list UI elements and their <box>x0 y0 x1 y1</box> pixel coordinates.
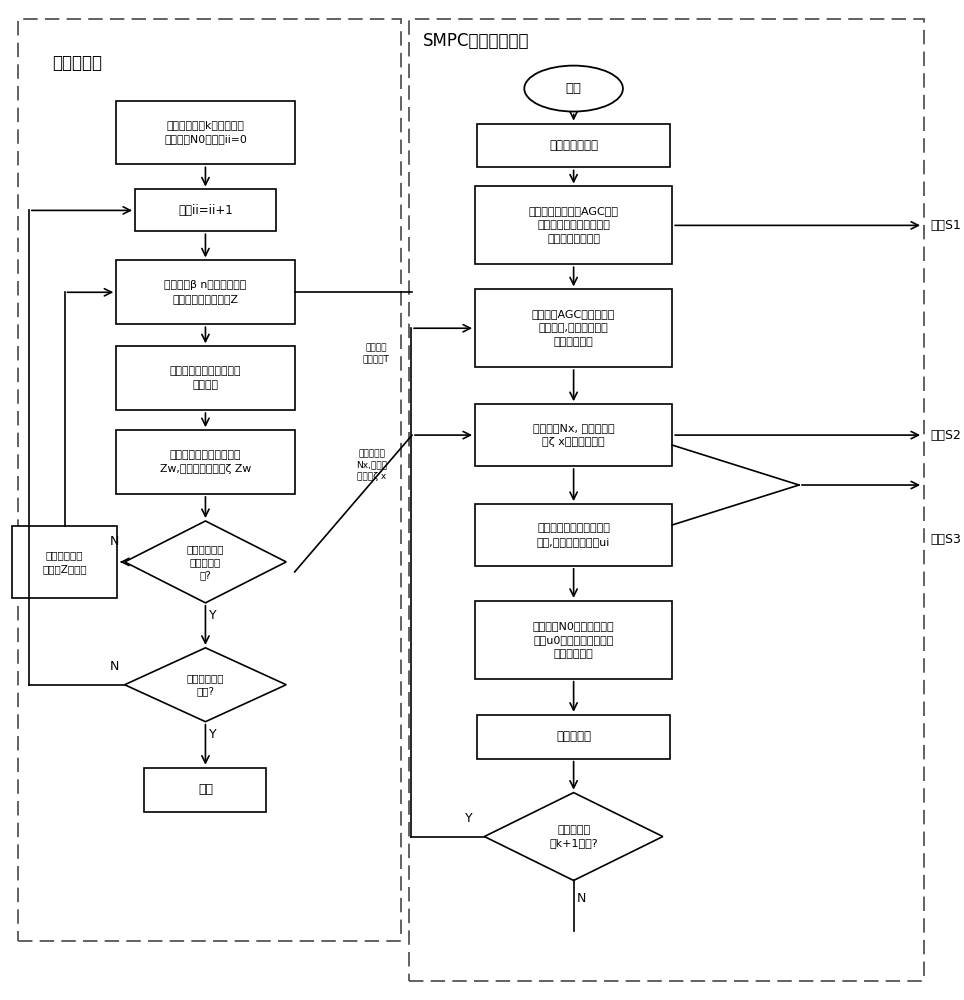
Text: 根据火电机组响应AGC指令
的历史数据建立混合储能
未来需求功率模型: 根据火电机组响应AGC指令 的历史数据建立混合储能 未来需求功率模型 <box>528 206 619 244</box>
Text: 根据阈值β n及当前功率需
求得到候选节点集合Z: 根据阈值β n及当前功率需 求得到候选节点集合Z <box>164 280 247 304</box>
Text: Y: Y <box>209 728 217 741</box>
FancyBboxPatch shape <box>477 715 670 759</box>
Ellipse shape <box>524 66 623 112</box>
Text: 选择节点Nx, 计算节点概
率ζ x并生成场景树: 选择节点Nx, 计算节点概 率ζ x并生成场景树 <box>533 423 614 447</box>
Text: SMPC能量管理策略: SMPC能量管理策略 <box>423 32 530 50</box>
FancyBboxPatch shape <box>117 260 295 324</box>
FancyBboxPatch shape <box>475 186 672 264</box>
Text: 结束: 结束 <box>198 783 213 796</box>
Text: 开始: 开始 <box>566 82 581 95</box>
Text: 节点ii=ii+1: 节点ii=ii+1 <box>178 204 233 217</box>
Text: 场景树生成: 场景树生成 <box>52 54 102 72</box>
FancyBboxPatch shape <box>117 101 295 164</box>
Text: N: N <box>110 660 119 673</box>
Text: 未来需求
功率模型T: 未来需求 功率模型T <box>362 343 389 363</box>
Text: 场景树节点
Nx,以及节
点概率ζ x: 场景树节点 Nx,以及节 点概率ζ x <box>356 449 388 481</box>
Text: 由随机分布函数得到节点
Zw,并计算节点概率ζ Zw: 由随机分布函数得到节点 Zw,并计算节点概率ζ Zw <box>160 450 251 474</box>
FancyBboxPatch shape <box>475 289 672 367</box>
Text: 步骤S3: 步骤S3 <box>930 533 961 546</box>
Text: 将选择的节点
从集合Z中除去: 将选择的节点 从集合Z中除去 <box>42 550 87 574</box>
Text: 重新计算候选节点权重及
累加权重: 重新计算候选节点权重及 累加权重 <box>170 366 241 390</box>
Polygon shape <box>124 521 286 603</box>
Text: 初始化系统参数: 初始化系统参数 <box>549 139 598 152</box>
FancyBboxPatch shape <box>475 601 672 679</box>
Bar <box>410 19 924 981</box>
FancyBboxPatch shape <box>145 768 266 812</box>
FancyBboxPatch shape <box>117 430 295 494</box>
FancyBboxPatch shape <box>117 346 295 410</box>
FancyBboxPatch shape <box>135 189 276 231</box>
Text: Y: Y <box>209 609 217 622</box>
Text: 所有节点选择
完毕?: 所有节点选择 完毕? <box>187 673 225 696</box>
Text: N: N <box>110 535 119 548</box>
Text: N: N <box>576 892 586 905</box>
Text: Y: Y <box>465 812 472 825</box>
Text: 与根节点N0相关联的决策
向量u0作为混合储能输入
进行功率补偿: 与根节点N0相关联的决策 向量u0作为混合储能输入 进行功率补偿 <box>533 621 614 659</box>
FancyBboxPatch shape <box>475 504 672 566</box>
Polygon shape <box>124 648 286 722</box>
Text: 下一采样时
刻k+1到来?: 下一采样时 刻k+1到来? <box>549 825 598 848</box>
Text: 核节点所有子
节点选择完
毕?: 核节点所有子 节点选择完 毕? <box>187 544 225 580</box>
FancyBboxPatch shape <box>12 526 118 598</box>
FancyBboxPatch shape <box>477 124 670 167</box>
FancyBboxPatch shape <box>475 404 672 466</box>
Text: 步骤S1: 步骤S1 <box>930 219 961 232</box>
Text: 采样当前AGC指令及火电
机组功率,得到储能当前
时刻需求功率: 采样当前AGC指令及火电 机组功率,得到储能当前 时刻需求功率 <box>532 309 615 347</box>
Text: 根据提出的随机模型预测
策略,求得最优控制量ui: 根据提出的随机模型预测 策略,求得最优控制量ui <box>537 523 610 547</box>
Text: 步骤S2: 步骤S2 <box>930 429 961 442</box>
Polygon shape <box>484 793 663 880</box>
Text: 更新状态量: 更新状态量 <box>556 730 591 743</box>
Text: 对于当前时刻k，其需求功
率为节点N0；设置ii=0: 对于当前时刻k，其需求功 率为节点N0；设置ii=0 <box>164 121 247 145</box>
Bar <box>17 19 401 941</box>
